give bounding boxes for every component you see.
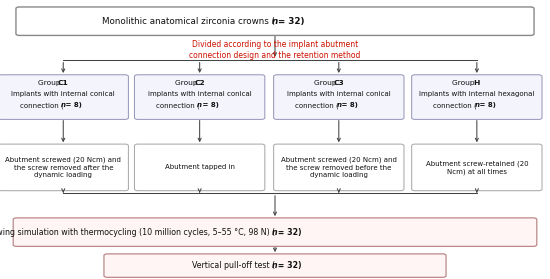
Text: Abutment screwed (20 Ncm) and
the screw removed before the
dynamic loading: Abutment screwed (20 Ncm) and the screw … — [281, 157, 397, 178]
Text: n: n — [197, 102, 202, 109]
Text: n: n — [474, 102, 480, 109]
Text: Abutment screwed (20 Ncm) and
the screw removed after the
dynamic loading: Abutment screwed (20 Ncm) and the screw … — [6, 157, 121, 178]
Text: Group: Group — [39, 80, 63, 86]
Text: Chewing simulation with thermocycling (10 million cycles, 5–55 °C, 98 N) (: Chewing simulation with thermocycling (1… — [0, 228, 275, 237]
Text: = 8): = 8) — [200, 102, 218, 109]
FancyBboxPatch shape — [13, 218, 537, 246]
Text: Implants with internal conical: Implants with internal conical — [287, 91, 390, 97]
FancyBboxPatch shape — [134, 144, 265, 191]
Text: n: n — [272, 17, 278, 26]
Text: = 32): = 32) — [275, 261, 301, 270]
FancyBboxPatch shape — [0, 144, 129, 191]
Text: Group: Group — [314, 80, 339, 86]
Text: Vertical pull-off test (: Vertical pull-off test ( — [192, 261, 275, 270]
Text: connection (: connection ( — [19, 102, 63, 109]
Text: Monolithic anatomical zirconia crowns (: Monolithic anatomical zirconia crowns ( — [102, 17, 275, 26]
FancyBboxPatch shape — [411, 75, 542, 119]
Text: implants with internal conical: implants with internal conical — [148, 91, 251, 97]
Text: C2: C2 — [194, 80, 205, 86]
Text: C3: C3 — [333, 80, 344, 86]
Text: n: n — [60, 102, 66, 109]
FancyBboxPatch shape — [134, 75, 265, 119]
Text: n: n — [336, 102, 342, 109]
Text: connection (: connection ( — [433, 102, 477, 109]
FancyBboxPatch shape — [273, 75, 404, 119]
Text: C1: C1 — [58, 80, 69, 86]
Text: Abutment screw-retained (20
Ncm) at all times: Abutment screw-retained (20 Ncm) at all … — [426, 160, 528, 175]
FancyBboxPatch shape — [411, 144, 542, 191]
Text: = 8): = 8) — [339, 102, 358, 109]
Text: Implants with internal conical: Implants with internal conical — [12, 91, 115, 97]
FancyBboxPatch shape — [0, 75, 129, 119]
Text: n: n — [272, 261, 278, 270]
Text: Group: Group — [175, 80, 200, 86]
Text: connection (: connection ( — [295, 102, 339, 109]
Text: connection design and the retention method: connection design and the retention meth… — [189, 51, 361, 60]
Text: H: H — [474, 80, 480, 86]
Text: Abutment tapped in: Abutment tapped in — [164, 164, 235, 170]
Text: = 32): = 32) — [275, 17, 305, 26]
Text: n: n — [272, 228, 278, 237]
Text: Divided according to the implant abutment: Divided according to the implant abutmen… — [192, 40, 358, 49]
Text: Group: Group — [452, 80, 477, 86]
FancyBboxPatch shape — [16, 7, 534, 35]
Text: = 32): = 32) — [275, 228, 301, 237]
FancyBboxPatch shape — [273, 144, 404, 191]
Text: Implants with internal hexagonal: Implants with internal hexagonal — [419, 91, 535, 97]
FancyBboxPatch shape — [104, 254, 446, 277]
Text: = 8): = 8) — [477, 102, 496, 109]
Text: = 8): = 8) — [63, 102, 82, 109]
Text: connection (: connection ( — [156, 102, 200, 109]
